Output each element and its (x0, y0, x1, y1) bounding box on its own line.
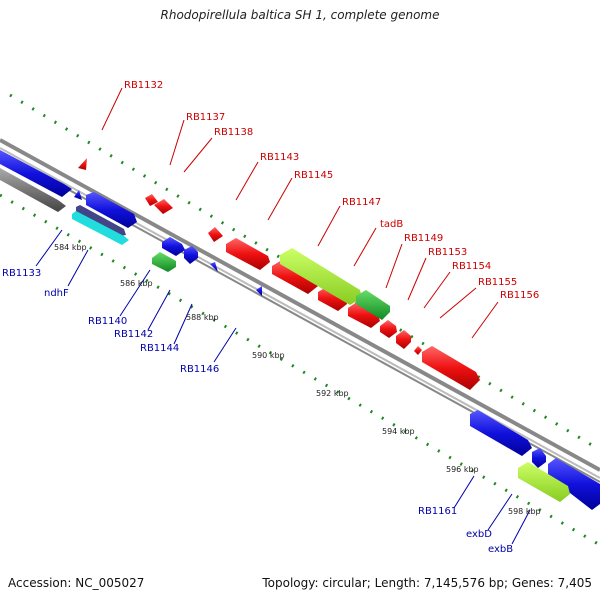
tick-590: 590 kbp (252, 351, 285, 360)
gene-rb1149[interactable] (348, 302, 380, 328)
tick-584: 584 kbp (54, 243, 87, 252)
label-rb1143[interactable]: RB1143 (260, 152, 299, 163)
label-rb1153[interactable]: RB1153 (428, 247, 467, 258)
map-title: Rhodopirellula baltica SH 1, complete ge… (160, 8, 440, 22)
top-gene-labels: RB1132 RB1137 RB1138 RB1143 RB1145 RB114… (124, 80, 539, 301)
label-rb1145[interactable]: RB1145 (294, 170, 333, 181)
label-rb1146[interactable]: RB1146 (180, 364, 219, 375)
gene-exbb-blue[interactable] (548, 458, 600, 510)
genome-stats: Topology: circular; Length: 7,145,576 bp… (262, 576, 592, 590)
label-rb1142[interactable]: RB1142 (114, 329, 153, 340)
gene-rb1154[interactable] (396, 330, 411, 349)
forward-strand-genes (78, 158, 480, 390)
label-tadb[interactable]: tadB (380, 219, 403, 230)
gene-rb1140[interactable] (162, 237, 185, 256)
gene-small-blue-1[interactable] (74, 190, 82, 200)
gene-rb1132[interactable] (78, 158, 87, 170)
tick-594: 594 kbp (382, 427, 415, 436)
tick-588: 588 kbp (186, 313, 219, 322)
label-rb1155[interactable]: RB1155 (478, 277, 517, 288)
gene-exbd[interactable] (532, 448, 546, 468)
label-rb1161[interactable]: RB1161 (418, 506, 457, 517)
accession-label: Accession: NC_005027 (8, 576, 145, 590)
gene-rb1140-b[interactable] (184, 246, 198, 264)
top-leader-lines (101, 87, 499, 339)
tick-598: 598 kbp (508, 507, 541, 516)
tick-592: 592 kbp (316, 389, 349, 398)
label-rb1154[interactable]: RB1154 (452, 261, 491, 272)
gene-rb1161[interactable] (470, 410, 532, 456)
gene-rb1142[interactable] (152, 252, 176, 272)
bottom-gene-labels: RB1133 ndhF RB1140 RB1142 RB1144 RB1146 … (2, 268, 513, 555)
gene-rb1153[interactable] (380, 320, 397, 338)
gene-rb1155[interactable] (414, 346, 422, 355)
label-rb1140[interactable]: RB1140 (88, 316, 127, 327)
label-rb1133[interactable]: RB1133 (2, 268, 41, 279)
gene-rb1137[interactable] (145, 194, 158, 206)
label-rb1147[interactable]: RB1147 (342, 197, 381, 208)
label-ndhf[interactable]: ndhF (44, 288, 69, 299)
gene-rb1147-b[interactable] (318, 286, 347, 311)
bottom-leader-lines (35, 229, 531, 545)
label-rb1149[interactable]: RB1149 (404, 233, 443, 244)
gene-tadb[interactable] (280, 248, 362, 305)
gene-rb1145[interactable] (226, 238, 270, 270)
gene-rb1147-a[interactable] (272, 260, 318, 294)
label-rb1156[interactable]: RB1156 (500, 290, 539, 301)
gene-rb1138[interactable] (154, 199, 173, 214)
inner-dotted-track (0, 193, 600, 547)
tick-586: 586 kbp (120, 279, 153, 288)
gene-rb1144[interactable] (210, 262, 218, 272)
label-rb1138[interactable]: RB1138 (214, 127, 253, 138)
tick-labels: 584 kbp 586 kbp 588 kbp 590 kbp 592 kbp … (54, 243, 541, 516)
gene-rb1156[interactable] (422, 346, 480, 390)
gene-ndhf[interactable] (86, 192, 137, 228)
gene-rb1146[interactable] (256, 286, 262, 296)
backbone-outer (0, 138, 600, 472)
gene-rb1143[interactable] (208, 227, 223, 242)
label-rb1144[interactable]: RB1144 (140, 343, 179, 354)
label-exbd[interactable]: exbD (466, 529, 492, 540)
reverse-strand-genes (0, 150, 600, 510)
gene-ndhf-purple[interactable] (76, 205, 126, 236)
gene-tadb-green[interactable] (356, 290, 390, 320)
gene-rb1133-gray[interactable] (0, 168, 66, 212)
gene-ndhf-cyan[interactable] (72, 211, 129, 245)
gene-rb1133[interactable] (0, 150, 72, 197)
gene-exbb-lime[interactable] (518, 462, 570, 502)
label-rb1137[interactable]: RB1137 (186, 112, 225, 123)
outer-dotted-track (9, 93, 600, 452)
label-rb1132[interactable]: RB1132 (124, 80, 163, 91)
label-exbb[interactable]: exbB (488, 544, 513, 555)
tick-596: 596 kbp (446, 465, 479, 474)
